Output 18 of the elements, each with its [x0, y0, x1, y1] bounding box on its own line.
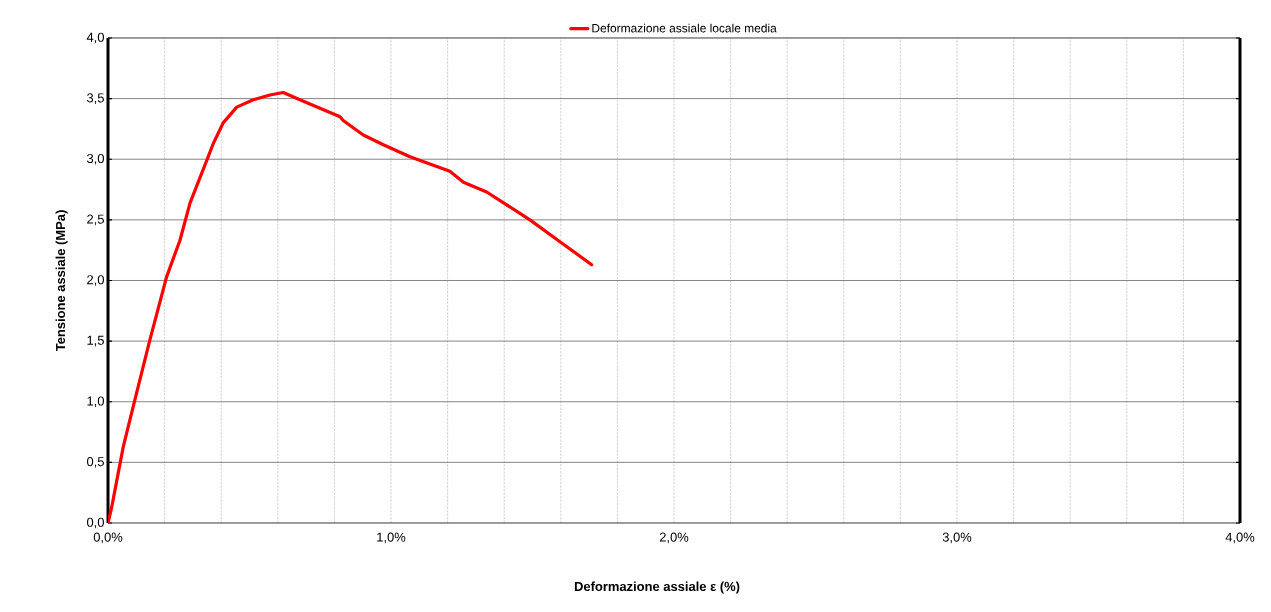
- y-tick-label: 2,0: [87, 275, 104, 286]
- x-tick-label: 2,0%: [659, 532, 689, 544]
- y-tick-label: 0,0: [86, 517, 104, 529]
- x-tick-label: 4,0%: [1225, 532, 1255, 544]
- x-tick-label: 1,0%: [377, 532, 406, 544]
- y-tick-label: 4,0: [86, 32, 104, 44]
- y-tick-label: 3,5: [86, 93, 104, 104]
- legend-label: Deformazione assiale locale media: [592, 23, 777, 33]
- x-tick-label: 0,0%: [93, 532, 123, 544]
- x-tick-label: 3,0%: [942, 532, 972, 544]
- y-tick-label: 3,0: [86, 153, 104, 165]
- y-tick-label: 0,5: [86, 457, 104, 468]
- y-tick-label: 2,5: [87, 214, 104, 226]
- y-tick-label: 1,5: [87, 335, 104, 347]
- x-axis-title: Deformazione assiale ε (%): [574, 581, 740, 594]
- y-axis-title: Tensione assiale (MPa): [55, 210, 68, 352]
- line-series: [108, 90, 594, 523]
- y-tick-label: 1,0: [87, 396, 104, 408]
